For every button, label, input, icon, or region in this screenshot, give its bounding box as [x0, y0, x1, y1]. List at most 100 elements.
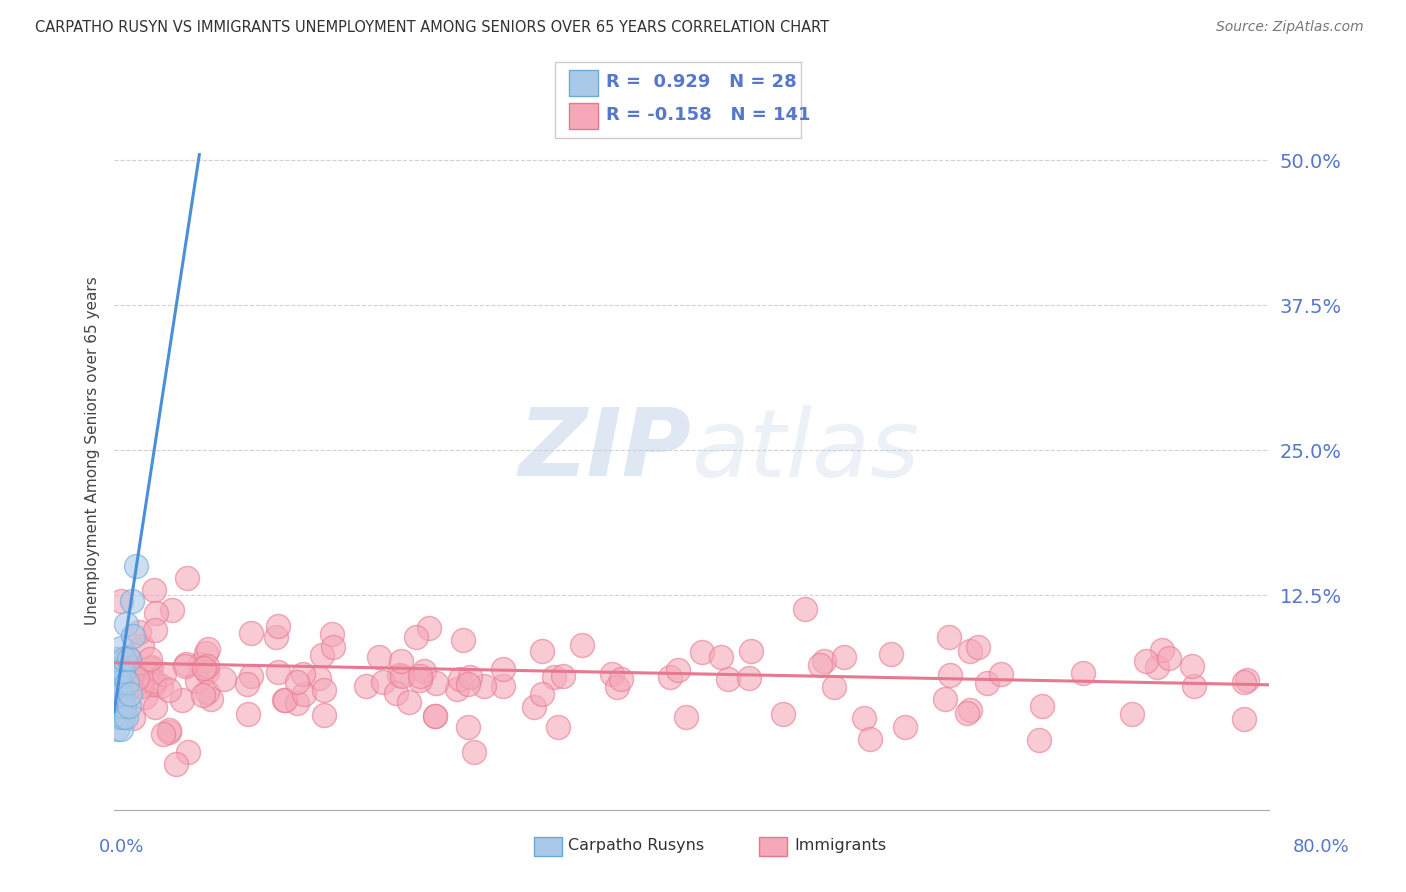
- Point: [157, 725, 180, 739]
- Text: CARPATHO RUSYN VS IMMIGRANTS UNEMPLOYMENT AMONG SENIORS OVER 65 YEARS CORRELATIO: CARPATHO RUSYN VS IMMIGRANTS UNEMPLOYMEN…: [35, 20, 830, 35]
- Point: [1150, 643, 1173, 657]
- Point: [425, 675, 447, 690]
- Point: [710, 649, 733, 664]
- Point: [120, 687, 142, 701]
- Point: [793, 601, 815, 615]
- Point: [150, 679, 173, 693]
- Point: [939, 668, 962, 682]
- Point: [195, 665, 218, 679]
- Point: [139, 660, 162, 674]
- Point: [385, 685, 408, 699]
- Point: [405, 630, 427, 644]
- Point: [177, 745, 200, 759]
- Point: [571, 638, 593, 652]
- Point: [976, 676, 998, 690]
- Point: [191, 688, 214, 702]
- Point: [388, 668, 411, 682]
- Point: [600, 667, 623, 681]
- Point: [117, 652, 139, 666]
- Point: [1236, 673, 1258, 687]
- Point: [212, 672, 235, 686]
- Text: 0.0%: 0.0%: [98, 838, 143, 856]
- Point: [104, 687, 127, 701]
- Point: [530, 687, 553, 701]
- Point: [143, 699, 166, 714]
- Point: [368, 650, 391, 665]
- Point: [236, 677, 259, 691]
- Point: [143, 673, 166, 688]
- Point: [1031, 699, 1053, 714]
- Point: [145, 606, 167, 620]
- Point: [110, 687, 132, 701]
- Point: [117, 698, 139, 713]
- Point: [740, 644, 762, 658]
- Point: [880, 647, 903, 661]
- Point: [813, 654, 835, 668]
- Point: [139, 660, 162, 674]
- Point: [314, 708, 336, 723]
- Point: [894, 720, 917, 734]
- Point: [105, 675, 128, 690]
- Point: [108, 698, 131, 713]
- Point: [121, 711, 143, 725]
- Point: [195, 685, 218, 699]
- Point: [658, 670, 681, 684]
- Point: [1121, 707, 1143, 722]
- Point: [118, 660, 141, 674]
- Point: [418, 621, 440, 635]
- Point: [1028, 733, 1050, 747]
- Point: [142, 582, 165, 597]
- Point: [934, 691, 956, 706]
- Point: [808, 658, 831, 673]
- Point: [115, 675, 138, 690]
- Point: [143, 676, 166, 690]
- Point: [457, 677, 479, 691]
- Point: [134, 690, 156, 705]
- Point: [128, 675, 150, 690]
- Point: [738, 671, 761, 685]
- Point: [449, 672, 471, 686]
- Point: [110, 594, 132, 608]
- Point: [292, 687, 315, 701]
- Point: [551, 669, 574, 683]
- Point: [274, 692, 297, 706]
- Point: [285, 675, 308, 690]
- Point: [523, 699, 546, 714]
- Point: [238, 706, 260, 721]
- Point: [107, 710, 129, 724]
- Text: Immigrants: Immigrants: [794, 838, 887, 853]
- Point: [105, 698, 128, 713]
- Point: [858, 732, 880, 747]
- Point: [108, 675, 131, 690]
- Point: [610, 672, 633, 686]
- Point: [193, 661, 215, 675]
- Point: [956, 706, 979, 721]
- Point: [153, 667, 176, 681]
- Point: [472, 679, 495, 693]
- Point: [463, 745, 485, 759]
- Point: [176, 571, 198, 585]
- Point: [832, 649, 855, 664]
- Point: [1073, 665, 1095, 680]
- Point: [492, 680, 515, 694]
- Point: [423, 709, 446, 723]
- Point: [112, 652, 135, 666]
- Point: [240, 669, 263, 683]
- Point: [188, 657, 211, 672]
- Point: [107, 706, 129, 720]
- Point: [312, 682, 335, 697]
- Point: [446, 681, 468, 696]
- Point: [273, 693, 295, 707]
- Point: [159, 683, 181, 698]
- Y-axis label: Unemployment Among Seniors over 65 years: Unemployment Among Seniors over 65 years: [86, 277, 100, 624]
- Point: [966, 640, 988, 655]
- Point: [959, 644, 981, 658]
- Point: [543, 671, 565, 685]
- Point: [239, 626, 262, 640]
- Point: [165, 756, 187, 771]
- Point: [1233, 712, 1256, 726]
- Text: Carpatho Rusyns: Carpatho Rusyns: [568, 838, 704, 853]
- Point: [186, 673, 208, 688]
- Point: [285, 696, 308, 710]
- Point: [1182, 679, 1205, 693]
